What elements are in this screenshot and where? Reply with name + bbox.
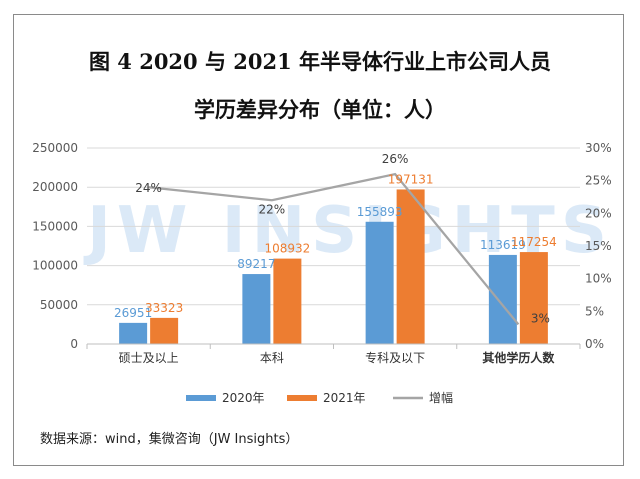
bar-2020 [365,221,394,344]
watermark: JW INSIGHTS [83,194,613,268]
bar-value-label: 113619 [480,238,526,252]
y2-tick-label: 30% [585,141,612,155]
legend-label: 2021年 [323,391,366,405]
bar-2021 [519,252,548,344]
bar-value-label: 197131 [388,172,434,186]
bar-2021 [396,189,425,344]
growth-label: 22% [259,202,286,216]
x-tick-label: 专科及以下 [365,350,425,365]
y-tick-label: 250000 [32,141,78,155]
y-tick-label: 50000 [40,298,78,312]
x-tick-label: 其他学历人数 [482,350,555,365]
bar-value-label: 89217 [237,257,275,271]
y2-tick-label: 5% [585,304,604,318]
y2-tick-label: 20% [585,206,612,220]
y2-tick-label: 25% [585,174,612,188]
bar-value-label: 26951 [114,306,152,320]
bar-value-label: 155893 [357,205,403,219]
title-line-1: 图 4 2020 与 2021 年半导体行业上市公司人员 [88,49,552,74]
title-line-2: 学历差异分布（单位：人） [194,97,446,122]
legend-swatch-2021 [287,395,317,401]
y2-tick-label: 15% [585,239,612,253]
bar-2020 [488,254,517,344]
growth-line [148,172,520,326]
y2-tick-label: 10% [585,272,612,286]
legend-label: 增幅 [429,390,453,405]
legend-label: 2020年 [222,391,265,405]
growth-label: 26% [382,152,409,166]
bar-2021 [273,258,302,344]
bar-2021 [150,317,179,344]
bar-value-label: 117254 [511,235,557,249]
y-tick-label: 200000 [32,180,78,194]
growth-label: 24% [135,181,162,195]
bar-2020 [242,274,271,344]
bar-2020 [119,322,148,344]
legend-swatch-2020 [186,395,216,401]
source-note: 数据来源：wind，集微咨询（JW Insights） [40,432,299,447]
y2-tick-label: 0% [585,337,604,351]
bar-value-label: 108932 [264,242,310,256]
x-tick-label: 硕士及以上 [119,351,179,365]
x-tick-label: 本科 [260,351,284,365]
chart-card [13,14,624,466]
y-tick-label: 100000 [32,259,78,273]
growth-label: 3% [531,311,550,325]
y-tick-label: 150000 [32,219,78,233]
bar-value-label: 33323 [145,301,183,315]
y-tick-label: 0 [70,337,78,351]
chart-title: 图 4 2020 与 2021 年半导体行业上市公司人员 学历差异分布（单位：人… [0,38,640,134]
